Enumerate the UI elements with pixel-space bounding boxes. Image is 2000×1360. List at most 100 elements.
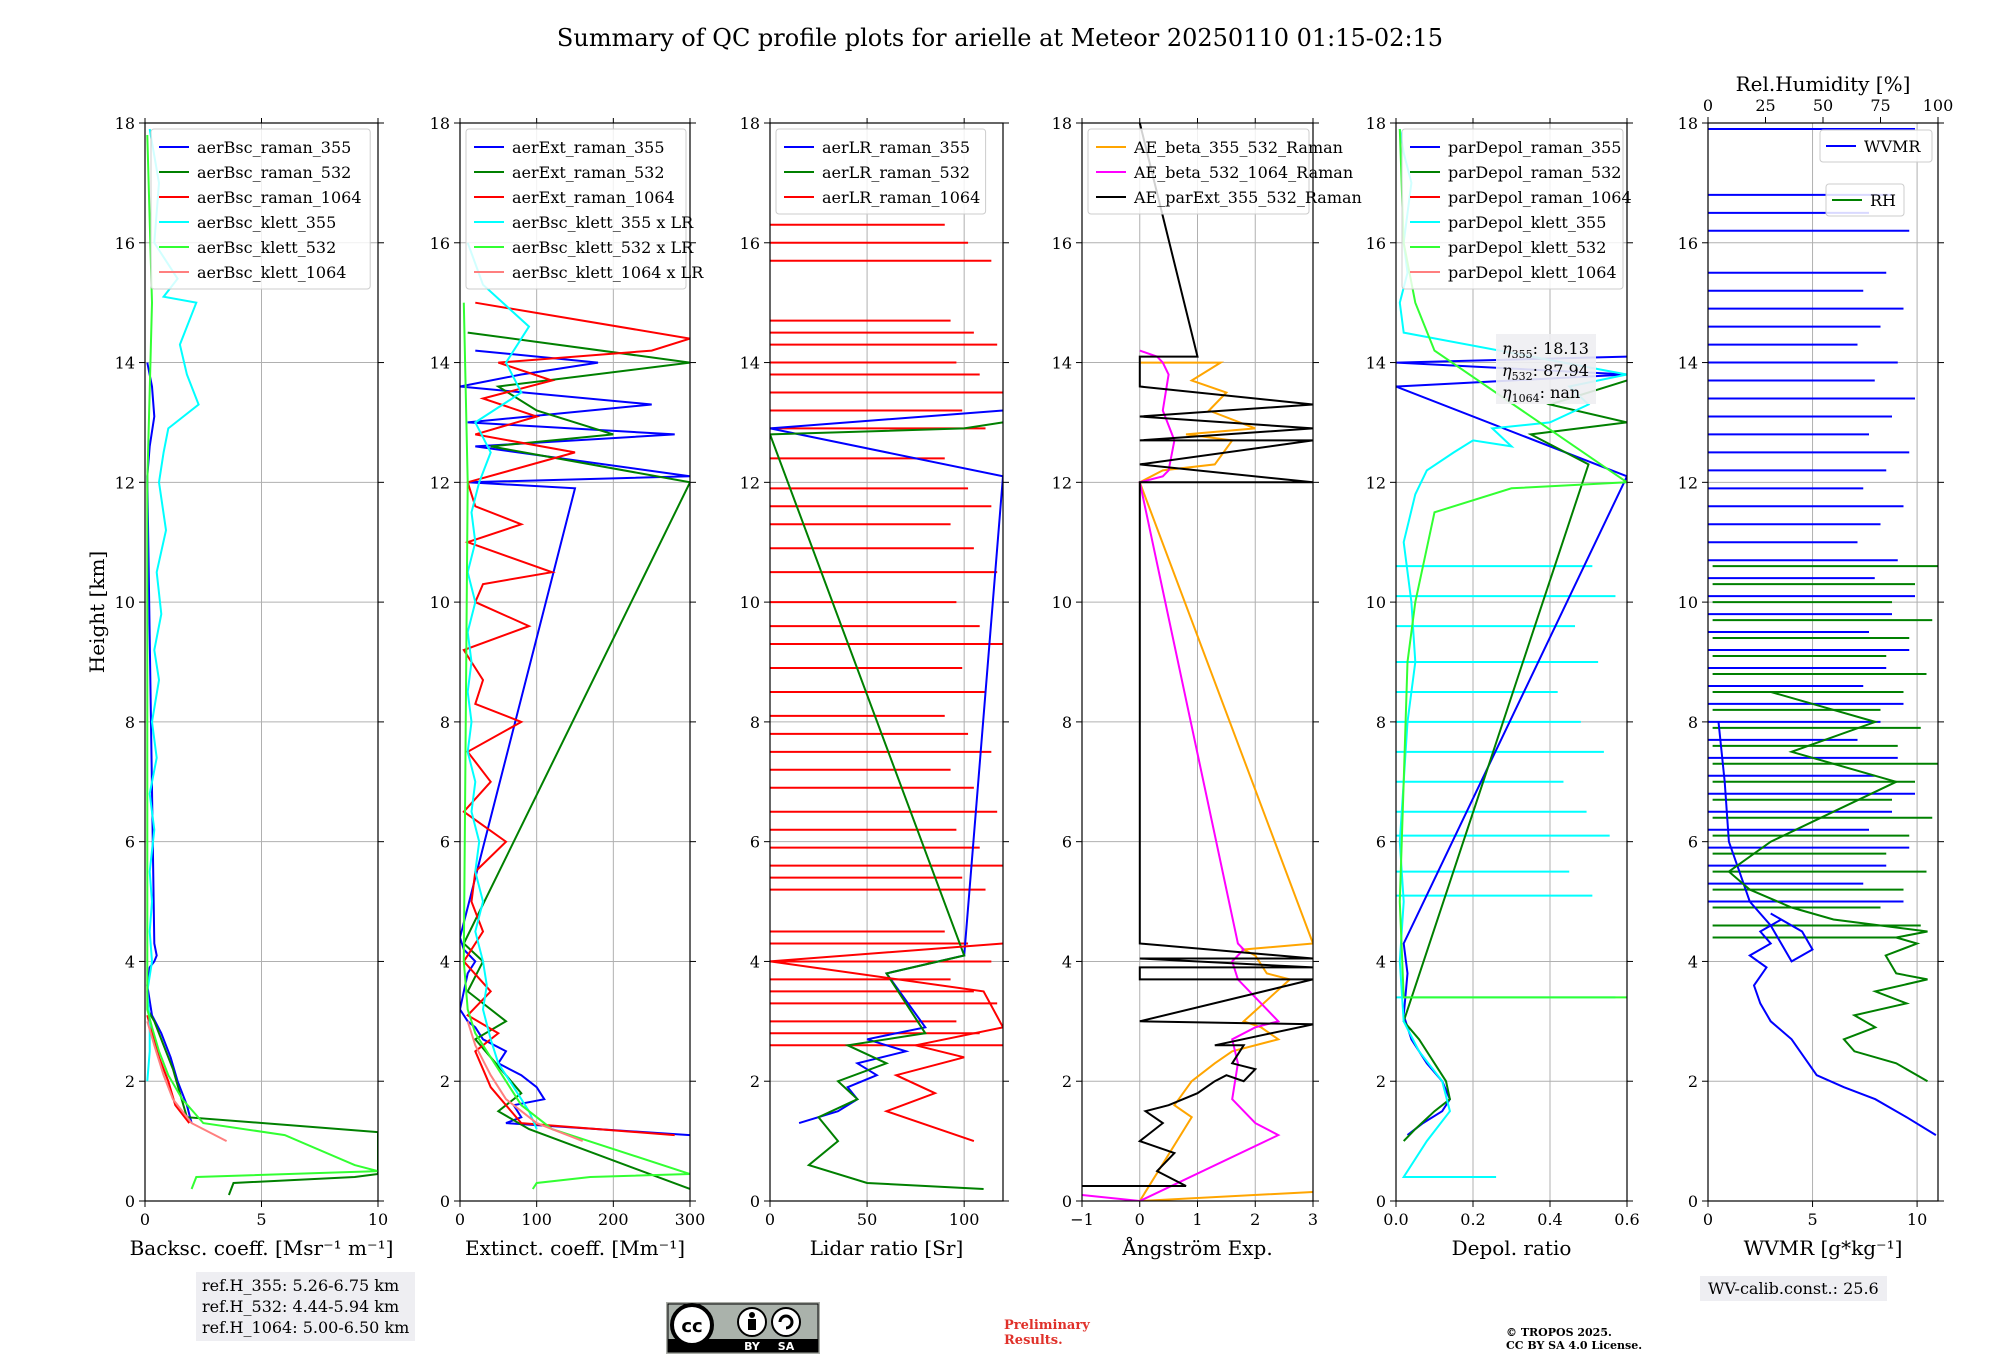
legend-box <box>775 128 987 215</box>
y-tick-label: 18 <box>1052 114 1072 133</box>
cc-circle-text: cc <box>681 1316 702 1337</box>
y-tick-label: 2 <box>750 1072 760 1091</box>
series-line-1 <box>770 421 1003 1190</box>
y-tick-label: 6 <box>125 833 135 852</box>
panel-data <box>1396 128 1627 1178</box>
y-tick-label: 8 <box>1062 713 1072 732</box>
panel-depol: 0.0 0.2 0.4 0.6 0 2 4 6 8 10 12 14 16 18 Depol. ratio p… <box>1366 114 1640 1260</box>
sa-arrow-icon <box>778 1314 794 1330</box>
x-tick-label: 100 <box>521 1210 552 1229</box>
y-tick-label: 4 <box>750 952 760 971</box>
eta-symbol: η <box>1502 383 1512 402</box>
y-tick-label: 16 <box>1678 234 1698 253</box>
y-tick-label: 6 <box>440 833 450 852</box>
series-line-2 <box>1082 123 1313 1187</box>
series-line-1 <box>1727 690 1928 1083</box>
top-x-tick-label: 25 <box>1755 96 1775 115</box>
y-tick-label: 18 <box>430 114 450 133</box>
y-tick-label: 4 <box>1688 952 1698 971</box>
series-line-4 <box>462 302 690 1190</box>
panel-data <box>460 242 690 1190</box>
ref-height-532: ref.H_532: 4.44-5.94 km <box>202 1297 400 1316</box>
figure-title: Summary of QC profile plots for arielle … <box>556 24 1444 52</box>
y-tick-label: 0 <box>1376 1192 1386 1211</box>
y-tick-label: 16 <box>740 234 760 253</box>
legend-label: AE_parExt_355_532_Raman <box>1133 188 1362 207</box>
y-tick-label: 6 <box>1688 833 1698 852</box>
series-line-2 <box>770 942 1003 1143</box>
series-line-1 <box>462 331 690 1190</box>
panel-lr: 0 50 100 0 2 4 6 8 10 12 14 16 18 Lidar ratio [Sr] aer… <box>740 114 1009 1260</box>
y-tick-label: 10 <box>115 593 135 612</box>
eta-box <box>1496 334 1596 404</box>
legend-label: aerBsc_klett_532 x LR <box>512 238 694 257</box>
by-person-body-icon <box>748 1319 756 1330</box>
x-axis-label: WVMR [g*kg⁻¹] <box>1744 1236 1903 1260</box>
series-line-4 <box>146 134 378 1190</box>
series-line-0 <box>460 349 690 1137</box>
legend-label: parDepol_klett_532 <box>1448 238 1606 257</box>
x-tick-label: 0 <box>1703 1210 1713 1229</box>
x-tick-label: 1 <box>1192 1210 1202 1229</box>
reference-height-box: ref.H_355: 5.26-6.75 km ref.H_532: 4.44-… <box>196 1272 416 1341</box>
y-tick-label: 16 <box>1366 234 1386 253</box>
legend: aerExt_raman_355 aerExt_raman_532 aerExt_r… <box>465 128 704 290</box>
x-tick-label: 10 <box>368 1210 388 1229</box>
legend-label: aerBsc_raman_532 <box>197 163 351 182</box>
y-tick-label: 18 <box>115 114 135 133</box>
x-tick-label: 0 <box>765 1210 775 1229</box>
series-line-1 <box>146 1008 378 1196</box>
preliminary-line-2: Results. <box>1004 1333 1063 1348</box>
y-tick-label: 18 <box>740 114 760 133</box>
legend-label: parDepol_raman_532 <box>1448 163 1621 182</box>
x-tick-label: 0.0 <box>1383 1210 1408 1229</box>
y-tick-label: 14 <box>1678 354 1698 373</box>
legend-label: AE_beta_355_532_Raman <box>1133 138 1343 157</box>
x-tick-label: 0 <box>455 1210 465 1229</box>
legend: aerLR_raman_355 aerLR_raman_532 aerLR_rama… <box>775 128 987 215</box>
y-tick-label: 12 <box>1678 473 1698 492</box>
y-tick-label: 8 <box>1688 713 1698 732</box>
y-tick-label: 2 <box>440 1072 450 1091</box>
legend-box <box>1825 183 1905 217</box>
eta-value: : 18.13 <box>1533 339 1589 358</box>
y-tick-label: 0 <box>125 1192 135 1211</box>
y-axis-label: Height [km] <box>85 551 109 673</box>
legend-label: RH <box>1870 191 1896 210</box>
legend-label: aerBsc_klett_1064 <box>197 263 346 282</box>
legend-label: aerExt_raman_355 <box>512 138 665 157</box>
series-line-3 <box>146 128 200 1082</box>
legend-label: parDepol_raman_1064 <box>1448 188 1632 207</box>
panel-frame <box>769 122 1004 1202</box>
series-line-1 <box>1402 379 1627 1142</box>
legend: parDepol_raman_355 parDepol_raman_532 parD… <box>1401 128 1632 290</box>
y-tick-label: 14 <box>1052 354 1072 373</box>
eta-subscript: 532 <box>1512 370 1533 383</box>
y-tick-label: 10 <box>1052 593 1072 612</box>
y-tick-label: 12 <box>1366 473 1386 492</box>
y-tick-label: 2 <box>125 1072 135 1091</box>
y-tick-label: 8 <box>1376 713 1386 732</box>
y-tick-label: 0 <box>1062 1192 1072 1211</box>
eta-line: η355: 18.13 <box>1502 339 1589 361</box>
eta-symbol: η <box>1502 339 1512 358</box>
y-tick-label: 16 <box>1052 234 1072 253</box>
y-tick-label: 8 <box>440 713 450 732</box>
y-tick-label: 14 <box>430 354 450 373</box>
x-tick-label: 200 <box>598 1210 629 1229</box>
y-tick-label: 2 <box>1376 1072 1386 1091</box>
eta-symbol: η <box>1502 361 1512 380</box>
legend-label: aerLR_raman_532 <box>822 163 970 182</box>
legend-box <box>1087 128 1310 215</box>
creative-commons-logo: cc BY SA <box>666 1302 820 1354</box>
panel-frame <box>1707 122 1939 1202</box>
y-tick-label: 12 <box>430 473 450 492</box>
legend: AE_beta_355_532_Raman AE_beta_532_1064_Ra… <box>1087 128 1362 215</box>
panel-ext: 0 100 200 300 0 2 4 6 8 10 12 14 16 18 Extinct. coeff.… <box>430 114 706 1260</box>
x-axis-label: Depol. ratio <box>1452 1236 1572 1260</box>
y-tick-label: 16 <box>115 234 135 253</box>
legend-box <box>150 128 371 290</box>
legend-rh: RH <box>1825 183 1905 217</box>
